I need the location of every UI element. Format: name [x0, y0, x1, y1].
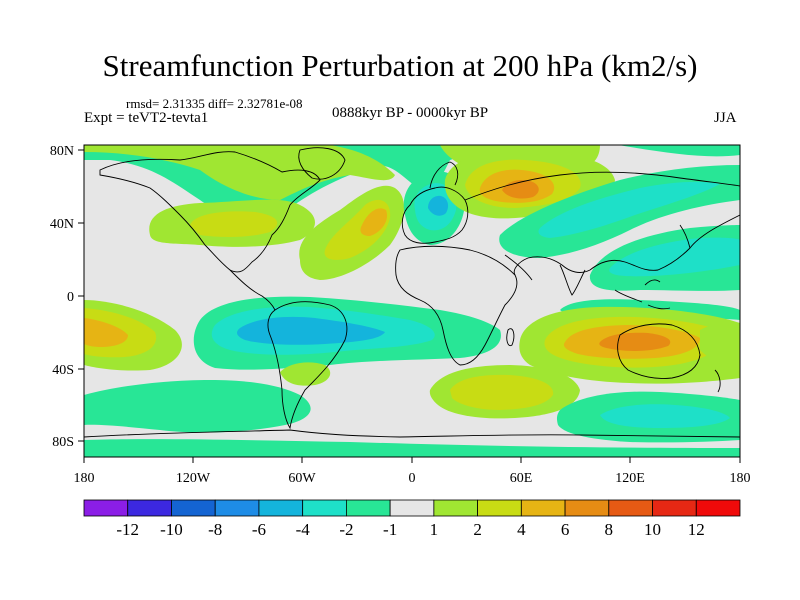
contour-region — [84, 439, 740, 457]
contour-region — [190, 211, 278, 237]
colorbar: -12 -10 -8 -6 -4 -2 -1 1 2 4 6 8 10 12 — [83, 499, 741, 539]
colorbar-label: 4 — [517, 520, 526, 539]
colorbar-label: 12 — [688, 520, 705, 539]
colorbar-label: 1 — [430, 520, 439, 539]
contour-region — [84, 318, 128, 347]
colorbar-box — [608, 499, 653, 517]
contour-field — [84, 145, 740, 457]
lon-label: 60E — [510, 471, 533, 486]
lat-label: 80N — [50, 144, 74, 159]
colorbar-box — [214, 499, 260, 517]
lat-label: 80S — [52, 435, 74, 450]
colorbar-label: 6 — [561, 520, 570, 539]
coastlines — [84, 147, 740, 438]
colorbar-box — [302, 499, 347, 517]
contour-region — [609, 237, 740, 277]
colorbar-box — [477, 499, 522, 517]
contour-region — [600, 404, 730, 428]
colorbar-label: -6 — [252, 520, 266, 539]
contour-region — [280, 362, 331, 386]
lon-label: 120E — [615, 471, 645, 486]
colorbar-label: -4 — [296, 520, 311, 539]
colorbar-label: -12 — [116, 520, 139, 539]
contour-region — [599, 332, 671, 351]
colorbar-box — [695, 499, 741, 517]
contour-region — [84, 145, 395, 200]
contour-region — [450, 374, 554, 410]
lon-label: 180 — [74, 471, 95, 486]
contour-region — [700, 323, 740, 370]
lon-label: 120W — [176, 471, 211, 486]
colorbar-box — [83, 499, 129, 517]
colorbar-box — [258, 499, 304, 517]
colorbar-label: -1 — [383, 520, 397, 539]
period-label: 0888kyr BP - 0000kyr BP — [331, 105, 489, 121]
lon-label: 180 — [730, 471, 751, 486]
lon-label: 0 — [409, 471, 416, 486]
colorbar-box — [127, 499, 172, 517]
plot-title: Streamfunction Perturbation at 200 hPa (… — [102, 48, 698, 83]
stats-label: rmsd= 2.31335 diff= 2.32781e-08 — [126, 96, 303, 111]
season-label: JJA — [714, 110, 737, 126]
contour-region — [428, 195, 449, 216]
contour-region — [360, 208, 388, 236]
contour-region — [237, 316, 385, 345]
colorbar-box — [345, 499, 391, 517]
colorbar-label: 2 — [473, 520, 482, 539]
contour-region — [84, 380, 311, 433]
colorbar-box — [564, 499, 610, 517]
lon-ticks — [83, 457, 741, 463]
colorbar-label: -8 — [208, 520, 222, 539]
colorbar-box — [171, 499, 216, 517]
lat-ticks — [78, 149, 84, 442]
colorbar-box — [652, 499, 697, 517]
experiment-label: Expt = teVT2-tevta1 — [84, 110, 209, 126]
colorbar-label: -10 — [160, 520, 183, 539]
colorbar-box — [433, 499, 478, 517]
colorbar-label: 8 — [605, 520, 614, 539]
colorbar-label: 10 — [644, 520, 661, 539]
colorbar-box — [520, 499, 566, 517]
lat-label: 40S — [52, 363, 74, 378]
lat-label: 40N — [50, 217, 74, 232]
colorbar-label: -2 — [339, 520, 353, 539]
colorbar-box — [389, 499, 435, 517]
contour-region — [538, 181, 720, 238]
lat-label: 0 — [67, 290, 74, 305]
lon-label: 60W — [288, 471, 316, 486]
